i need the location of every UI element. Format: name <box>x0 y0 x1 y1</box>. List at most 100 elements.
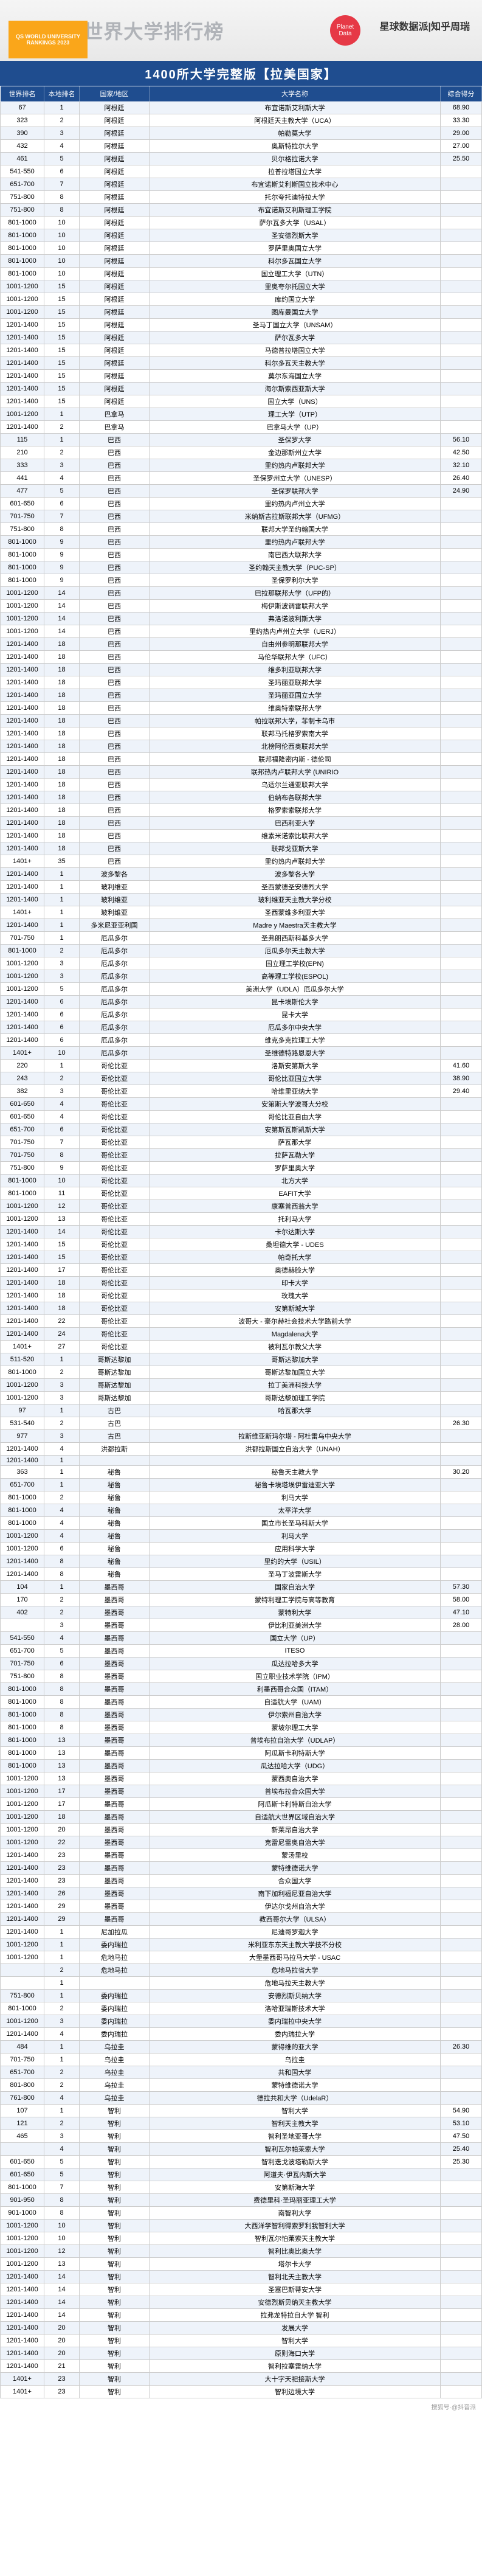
table-row: 1001-120010智利智利瓦尔怕莱索天主教大学 <box>1 2232 482 2245</box>
table-cell: 厄瓜多尔天主教大学 <box>150 945 441 957</box>
table-cell: 18 <box>44 651 80 664</box>
table-cell: 国立理工学校(EPN) <box>150 957 441 970</box>
table-cell <box>441 996 482 1009</box>
table-cell: 安德烈斯贝纳天主教大学 <box>150 2296 441 2309</box>
table-cell: 801-1000 <box>1 1760 44 1772</box>
col-score: 综合得分 <box>441 86 482 102</box>
table-cell: 1001-1200 <box>1 613 44 625</box>
table-cell: 1201-1400 <box>1 2335 44 2347</box>
table-cell <box>441 2207 482 2220</box>
table-cell <box>441 1162 482 1175</box>
table-cell: 601-650 <box>1 1098 44 1111</box>
table-cell: 昆卡大学 <box>150 1009 441 1021</box>
table-cell: 3 <box>44 957 80 970</box>
table-cell: 1201-1400 <box>1 1302 44 1315</box>
table-cell <box>441 1034 482 1047</box>
table-cell: 210 <box>1 446 44 459</box>
table-cell: 27.00 <box>441 140 482 153</box>
table-cell <box>441 945 482 957</box>
table-row: 671阿根廷布宜诺斯艾利斯大学68.90 <box>1 102 482 114</box>
table-cell: 米纳斯吉拉斯联邦大学（UFMG） <box>150 510 441 523</box>
table-cell <box>441 306 482 319</box>
table-cell <box>441 2002 482 2015</box>
table-cell: 萨尔瓦多大学（USAL） <box>150 217 441 229</box>
table-cell: 1 <box>44 1581 80 1594</box>
table-cell: 墨西哥 <box>80 1683 150 1696</box>
table-cell <box>441 2054 482 2066</box>
table-cell: 乌拉圭 <box>80 2079 150 2092</box>
table-cell: 乌拉圭 <box>80 2041 150 2054</box>
table-cell: 墨西哥 <box>80 1747 150 1760</box>
table-row: 511-5201哥斯达黎加哥斯达黎加大学 <box>1 1353 482 1366</box>
table-cell: 8 <box>44 1683 80 1696</box>
table-cell: 18 <box>44 830 80 842</box>
table-cell: 801-1000 <box>1 561 44 574</box>
table-cell: 墨西哥 <box>80 1785 150 1798</box>
table-cell: 751-800 <box>1 523 44 536</box>
table-cell: 原则海口大学 <box>150 2347 441 2360</box>
table-cell <box>441 1251 482 1264</box>
table-cell: 801-1000 <box>1 1175 44 1187</box>
brand-text: 星球数据派|知乎周瑞 <box>380 18 470 33</box>
table-cell <box>441 2181 482 2194</box>
table-cell: 30.20 <box>441 1466 482 1479</box>
table-row: 1201-14002巴拿马巴拿马大学（UP） <box>1 421 482 434</box>
table-cell <box>441 919 482 932</box>
table-row: 701-7501乌拉圭乌拉圭 <box>1 2054 482 2066</box>
table-cell <box>441 2028 482 2041</box>
table-cell: 秘鲁 <box>80 1555 150 1568</box>
table-cell: 1201-1400 <box>1 1238 44 1251</box>
table-cell: 巴西 <box>80 434 150 446</box>
table-cell: 阿根廷天主教大学（UCA） <box>150 114 441 127</box>
table-cell: 18 <box>44 740 80 753</box>
table-cell: 1201-1400 <box>1 357 44 370</box>
table-row: 1201-14006厄瓜多尔昆卡埃斯伦大学 <box>1 996 482 1009</box>
table-cell: 701-750 <box>1 510 44 523</box>
table-row: 3823哥伦比亚哈维里亚纳大学29.40 <box>1 1085 482 1098</box>
table-cell: 7 <box>44 1136 80 1149</box>
table-cell: 18 <box>44 1277 80 1290</box>
table-cell: 圣玛丽亚国立大学 <box>150 689 441 702</box>
table-cell: 13 <box>44 1760 80 1772</box>
table-cell: 14 <box>44 600 80 613</box>
table-cell: 751-800 <box>1 1162 44 1175</box>
table-cell: 哥伦比亚 <box>80 1060 150 1072</box>
table-cell: 4 <box>44 2143 80 2156</box>
table-cell: 厄瓜多尔中央大学 <box>150 1021 441 1034</box>
table-cell <box>441 2386 482 2398</box>
table-cell: 哈维里亚纳大学 <box>150 1085 441 1098</box>
table-cell: 14 <box>44 613 80 625</box>
table-cell: 1201-1400 <box>1 919 44 932</box>
table-cell: 莫尔东海国立大学 <box>150 370 441 383</box>
table-cell: 里约热内卢联邦大学 <box>150 536 441 549</box>
table-row: 751-8008巴西联邦大学圣约翰国大学 <box>1 523 482 536</box>
table-cell: 智利瓦尔怕莱索天主教大学 <box>150 2232 441 2245</box>
table-cell: 7 <box>44 2181 80 2194</box>
table-cell: 哥伦比亚 <box>80 1341 150 1353</box>
table-cell: 乌拉圭 <box>150 2054 441 2066</box>
table-row: 4智利智利瓦尔帕莱索大学25.40 <box>1 2143 482 2156</box>
table-row: 1201-14006厄瓜多尔厄瓜多尔中央大学 <box>1 1021 482 1034</box>
table-cell: 墨西哥 <box>80 1696 150 1709</box>
table-cell: EAFIT大学 <box>150 1187 441 1200</box>
table-row: 801-8002乌拉圭蒙特维德诺大学 <box>1 2079 482 2092</box>
table-cell <box>441 1555 482 1568</box>
table-cell <box>441 2015 482 2028</box>
table-cell: 18 <box>44 791 80 804</box>
table-cell: 乌拉圭 <box>80 2092 150 2105</box>
table-row: 1001-120015阿根廷里奥夸尔托国立大学 <box>1 280 482 293</box>
table-cell: 1001-1200 <box>1 1811 44 1824</box>
table-row: 1201-140015阿根廷马德普拉塔国立大学 <box>1 344 482 357</box>
table-cell: 哥斯达黎加国立大学 <box>150 1366 441 1379</box>
table-cell: 阿根廷 <box>80 344 150 357</box>
table-cell: 阿瓜斯卡利特斯自治大学 <box>150 1798 441 1811</box>
table-cell: 333 <box>1 459 44 472</box>
table-cell: 3 <box>44 1430 80 1443</box>
table-cell: 1001-1200 <box>1 306 44 319</box>
table-cell: 901-950 <box>1 2194 44 2207</box>
table-cell <box>441 1111 482 1123</box>
table-row: 601-6506巴西里约热内卢州立大学 <box>1 498 482 510</box>
table-cell: 3 <box>44 127 80 140</box>
table-cell: 巴西 <box>80 587 150 600</box>
table-cell: 墨西哥 <box>80 1709 150 1721</box>
